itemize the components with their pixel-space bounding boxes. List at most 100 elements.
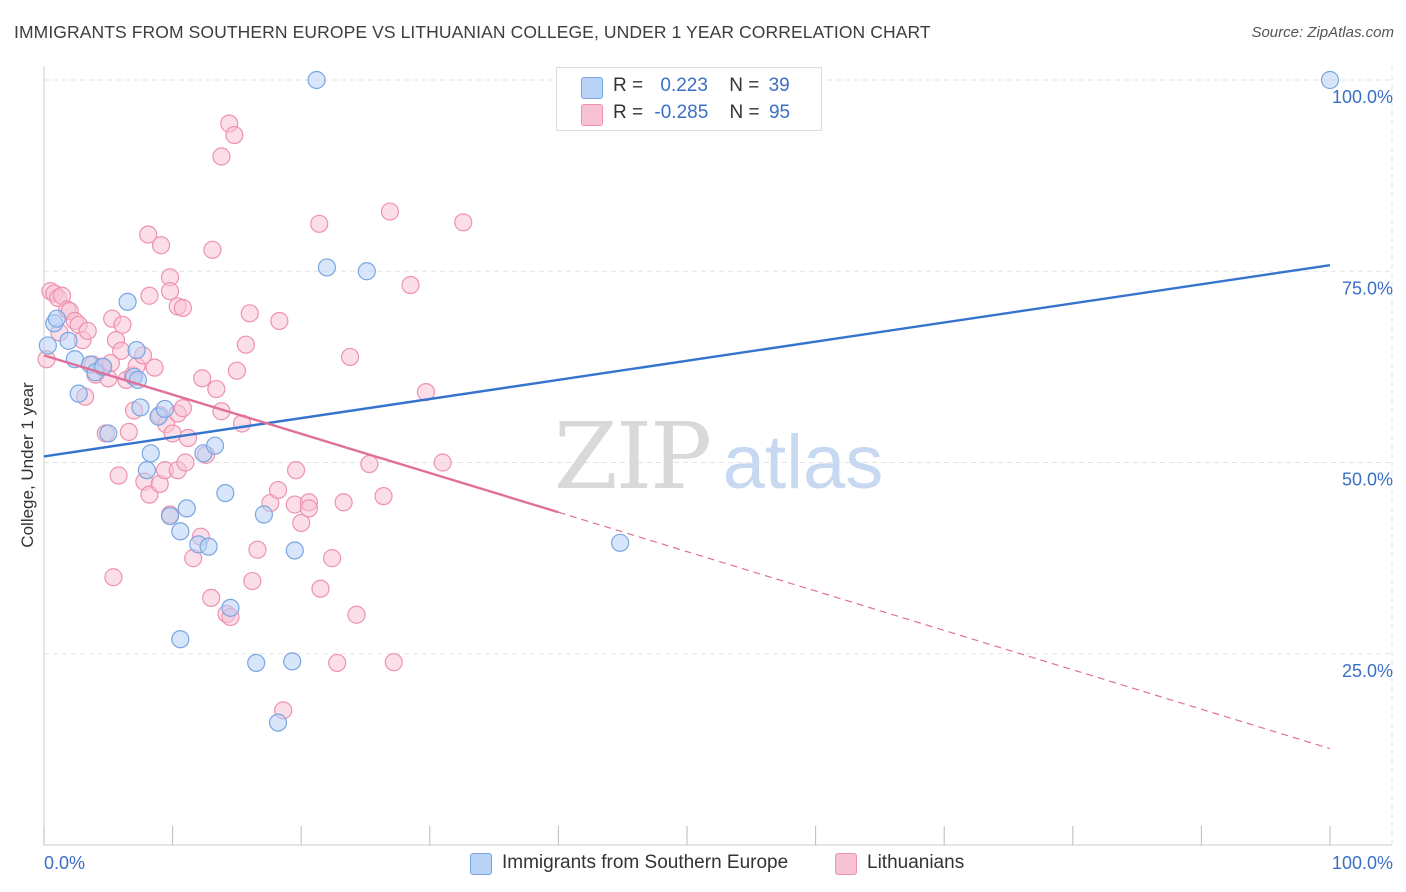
data-point: [59, 331, 78, 350]
data-point: [380, 202, 400, 221]
data-point: [322, 549, 342, 568]
data-point: [227, 361, 246, 380]
data-point: [140, 286, 159, 305]
data-point: [212, 147, 231, 166]
data-point: [173, 298, 192, 318]
data-point: [248, 540, 267, 559]
data-point: [240, 304, 259, 323]
legend-r-value: -0.285: [654, 102, 709, 123]
bottom-legend-swatch-pink: [835, 853, 857, 875]
series-lithuanians: [37, 114, 473, 720]
data-point: [357, 262, 376, 281]
x-tick-labels: 0.0% 100.0%: [44, 853, 1393, 873]
data-point: [216, 484, 235, 503]
data-point: [171, 630, 190, 649]
y-tick-label: 100.0%: [1332, 87, 1393, 107]
data-point: [69, 384, 88, 403]
data-point: [173, 399, 192, 418]
data-point: [78, 321, 97, 341]
data-point: [109, 466, 128, 485]
data-point: [118, 292, 137, 311]
data-point: [155, 399, 174, 419]
data-point: [254, 505, 274, 524]
data-point: [47, 309, 66, 328]
data-point: [334, 493, 353, 512]
data-point: [310, 214, 329, 233]
watermark-zip: ZIP: [554, 403, 710, 510]
data-point: [119, 422, 138, 441]
data-point: [292, 513, 311, 533]
data-point: [374, 487, 393, 506]
data-point: [225, 125, 244, 145]
data-point: [131, 398, 150, 417]
data-point: [317, 258, 337, 277]
data-point: [221, 598, 240, 617]
data-point: [311, 579, 330, 598]
legend-r-label: R =: [613, 102, 644, 123]
data-point: [127, 340, 146, 360]
data-point: [384, 653, 403, 672]
data-point: [401, 275, 420, 295]
data-point: [247, 653, 266, 673]
data-point: [163, 424, 182, 443]
stats-legend: R = 0.223 N = 39 R = -0.285 N = 95: [556, 67, 822, 131]
data-point: [207, 379, 226, 399]
data-point: [203, 240, 222, 259]
x-tick-label: 0.0%: [44, 853, 85, 873]
trend-lines: [43, 263, 1331, 750]
data-point: [176, 453, 195, 472]
data-point: [160, 282, 180, 301]
data-point: [113, 315, 132, 334]
data-point: [193, 369, 212, 388]
data-point: [171, 522, 190, 541]
data-point: [38, 336, 57, 355]
trend-line-pink: [43, 354, 559, 514]
legend-r-value: 0.223: [660, 75, 708, 96]
data-point: [205, 436, 225, 455]
source-note: Source: ZipAtlas.com: [1251, 24, 1394, 41]
data-point: [286, 461, 306, 480]
legend-n-label: N =: [729, 102, 760, 123]
data-point: [307, 70, 326, 90]
data-point: [137, 461, 156, 480]
y-tick-label: 75.0%: [1342, 278, 1393, 298]
data-point: [347, 605, 366, 624]
legend-swatch-pink: [581, 104, 603, 126]
data-point: [328, 653, 347, 673]
chart-title: IMMIGRANTS FROM SOUTHERN EUROPE VS LITHU…: [14, 22, 931, 42]
data-point: [112, 341, 131, 360]
data-point: [270, 311, 289, 331]
watermark-atlas: atlas: [723, 420, 884, 505]
data-point: [454, 213, 473, 232]
x-tick-label: 100.0%: [1332, 853, 1393, 873]
data-point: [151, 236, 171, 255]
trend-line-blue: [43, 263, 1331, 458]
data-point: [611, 533, 630, 552]
gridlines: [44, 66, 1393, 845]
axes: [43, 66, 1392, 846]
data-point: [1320, 70, 1340, 90]
y-tick-labels: 25.0% 50.0% 75.0% 100.0%: [1332, 87, 1393, 681]
data-point: [145, 358, 164, 377]
data-point: [268, 480, 288, 500]
trend-line-pink-extension: [558, 511, 1331, 750]
data-point: [285, 541, 304, 560]
data-point: [268, 713, 288, 732]
legend-n-label: N =: [729, 75, 760, 96]
bottom-legend-label-blue: Immigrants from Southern Europe: [502, 852, 789, 873]
data-point: [177, 499, 196, 518]
data-point: [99, 424, 118, 443]
data-point: [236, 335, 256, 354]
y-axis-title: College, Under 1 year: [18, 382, 37, 548]
data-point: [104, 568, 123, 587]
data-point: [202, 588, 221, 608]
data-point: [141, 444, 160, 463]
legend-swatch-blue: [581, 77, 603, 99]
bottom-legend-label-pink: Lithuanians: [867, 852, 965, 873]
y-tick-label: 25.0%: [1342, 661, 1393, 681]
legend-r-label: R =: [613, 75, 644, 96]
data-point: [283, 652, 302, 671]
series-immigrants-southern-europe: [38, 70, 1340, 732]
data-point: [160, 506, 180, 526]
